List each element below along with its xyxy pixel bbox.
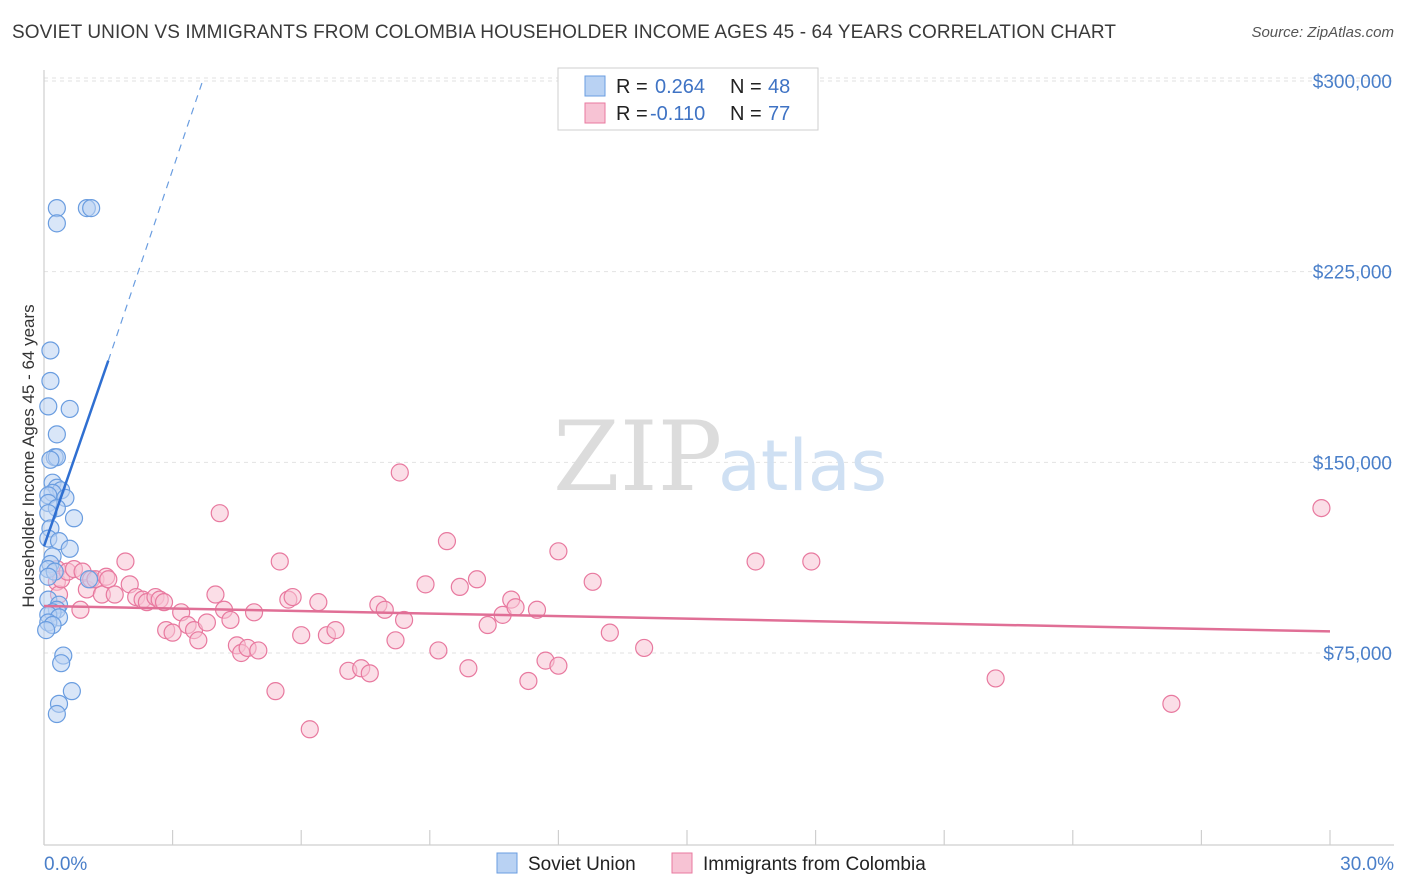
- colombia-point-52: [375, 600, 394, 619]
- y-axis-label: Householder Income Ages 45 - 64 years: [19, 304, 38, 607]
- colombia-point-56: [416, 575, 435, 594]
- colombia-point-24: [163, 623, 182, 642]
- colombia-point-62: [478, 615, 497, 635]
- colombia-point-74: [746, 552, 765, 571]
- colombia-point-44: [300, 720, 319, 739]
- bottom-legend-swatch-soviet: [496, 852, 518, 874]
- soviet-point-31: [79, 570, 99, 589]
- colombia-point-22: [154, 593, 174, 612]
- colombia-point-47: [326, 621, 345, 640]
- legend-n-value-2: 77: [768, 103, 790, 125]
- x-tick-label-max: 30.0%: [1340, 854, 1394, 875]
- soviet-point-0: [47, 199, 66, 218]
- legend-r-label-2: R =: [616, 103, 648, 125]
- soviet-point-42: [52, 654, 71, 673]
- grid: [44, 77, 1394, 654]
- bottom-legend-swatch-colombia: [671, 852, 693, 874]
- colombia-point-67: [527, 600, 547, 619]
- colombia-point-30: [206, 585, 225, 604]
- colombia-point-72: [600, 623, 619, 642]
- bottom-legend: Soviet Union Immigrants from Colombia: [496, 852, 926, 875]
- colombia-point-33: [221, 610, 240, 630]
- colombia-point-13: [99, 570, 118, 589]
- bottom-legend-label-soviet: Soviet Union: [528, 854, 636, 875]
- colombia-point-73: [635, 638, 654, 658]
- colombia-point-14: [105, 585, 124, 604]
- colombia-point-40: [270, 552, 289, 571]
- colombia-point-54: [390, 463, 409, 482]
- y-tick-label-3: $300,000: [1313, 72, 1392, 93]
- soviet-point-3: [82, 199, 101, 218]
- soviet-point-6: [39, 397, 58, 416]
- chart-title: SOVIET UNION VS IMMIGRANTS FROM COLOMBIA…: [12, 22, 1117, 43]
- soviet-point-21: [64, 509, 84, 528]
- colombia-point-39: [266, 682, 285, 701]
- soviet-point-45: [47, 704, 66, 724]
- colombia-point-15: [116, 552, 135, 571]
- colombia-point-42: [283, 587, 302, 607]
- legend-n-label-2: N =: [730, 103, 762, 125]
- watermark-atlas: atlas: [718, 425, 887, 507]
- colombia-point-29: [197, 613, 216, 632]
- bottom-legend-label-colombia: Immigrants from Colombia: [703, 854, 926, 875]
- x-tick-label-min: 0.0%: [44, 854, 87, 875]
- colombia-point-66: [519, 671, 538, 691]
- colombia-point-43: [292, 626, 311, 645]
- soviet-point-40: [37, 621, 56, 640]
- colombia-point-55: [394, 610, 414, 630]
- colombia-point-53: [386, 631, 405, 650]
- colombia-point-78: [1312, 498, 1331, 518]
- soviet-point-8: [47, 425, 66, 444]
- legend-box: R = 0.264 N = 48 R = -0.110 N = 77: [557, 67, 819, 131]
- soviet-point-7: [60, 399, 79, 419]
- legend-r-value-2: -0.110: [650, 103, 705, 125]
- trend-lines: [42, 80, 1331, 633]
- colombia-point-38: [249, 641, 268, 660]
- colombia-point-37: [244, 603, 264, 622]
- x-tick-marks: [43, 830, 1331, 845]
- colombia-point-61: [467, 570, 487, 589]
- colombia-point-58: [437, 532, 457, 551]
- colombia-point-28: [189, 631, 208, 650]
- legend-r-label-1: R =: [616, 76, 648, 98]
- colombia-point-76: [986, 669, 1005, 688]
- soviet-point-11: [41, 450, 60, 469]
- soviet-point-4: [41, 341, 60, 360]
- colombia-point-60: [459, 659, 478, 678]
- legend-swatch-colombia: [584, 102, 606, 124]
- colombia-point-45: [309, 593, 328, 612]
- trend-colombia: [43, 604, 1331, 633]
- colombia-point-70: [549, 542, 568, 561]
- colombia-point-71: [583, 572, 602, 591]
- y-tick-labels: $75,000 $150,000 $225,000 $300,000: [1313, 72, 1392, 665]
- y-tick-label-0: $75,000: [1323, 644, 1392, 665]
- soviet-point-30: [39, 567, 58, 586]
- series-colombia-points: [47, 463, 1331, 739]
- watermark-zip: ZIP: [553, 401, 722, 513]
- colombia-point-50: [360, 664, 379, 683]
- colombia-point-65: [506, 598, 525, 617]
- colombia-point-57: [429, 641, 448, 660]
- legend-r-value-1: 0.264: [655, 76, 705, 98]
- series-soviet-points: [37, 199, 101, 724]
- trend-soviet-dashed: [107, 80, 204, 361]
- colombia-point-59: [450, 577, 469, 597]
- soviet-point-43: [62, 682, 81, 701]
- legend-n-value-1: 48: [768, 76, 790, 98]
- legend-swatch-soviet: [584, 75, 606, 97]
- soviet-point-25: [60, 539, 79, 558]
- y-tick-label-1: $150,000: [1313, 453, 1392, 474]
- colombia-point-7: [71, 600, 90, 619]
- soviet-point-1: [47, 214, 66, 233]
- colombia-point-31: [210, 504, 229, 523]
- legend-n-label-1: N =: [730, 76, 762, 98]
- y-tick-label-2: $225,000: [1313, 263, 1392, 284]
- colombia-point-69: [549, 656, 568, 675]
- chart-source: Source: ZipAtlas.com: [1251, 24, 1394, 41]
- colombia-point-77: [1162, 694, 1181, 713]
- trend-soviet-solid: [42, 360, 110, 547]
- colombia-point-75: [802, 552, 821, 571]
- soviet-point-5: [41, 371, 60, 391]
